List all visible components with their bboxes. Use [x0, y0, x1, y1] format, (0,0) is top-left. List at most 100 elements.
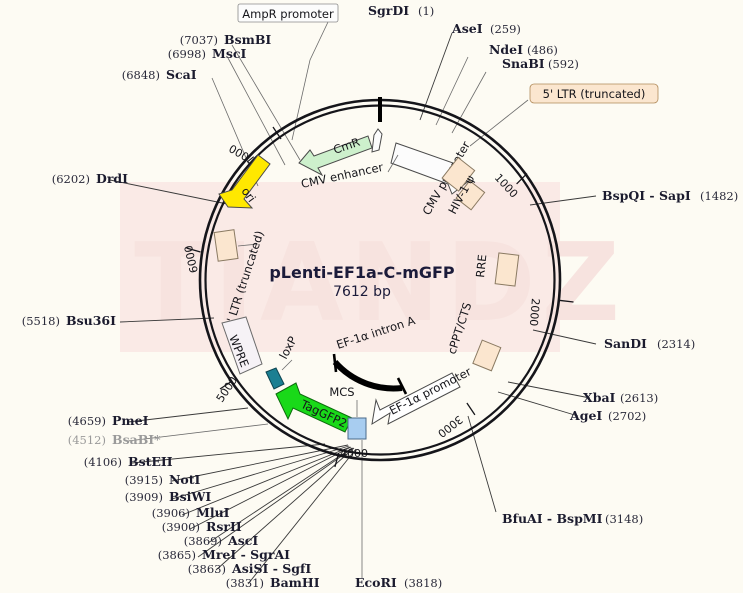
boxed-label-ampr-promoter: AmpR promoter [237, 3, 339, 23]
site-name: NotI [169, 472, 201, 487]
site-position: (3831) [226, 576, 264, 590]
site-name: BamHI [270, 575, 320, 590]
feature-label-mcs: MCS [329, 385, 354, 399]
tick-label: 2000 [527, 298, 542, 327]
site-name: SanDI [604, 336, 647, 351]
site-position: (4659) [68, 414, 106, 428]
feature-cmr: CmR [298, 135, 373, 177]
site-asisi-sgfi[interactable]: (3863) AsiSI - SgfI [188, 561, 312, 576]
site-name: SgrDI [368, 3, 409, 18]
site-asci[interactable]: (3869) AscI [184, 533, 259, 548]
site-name: BspQI - SapI [602, 188, 691, 203]
site-bstell[interactable]: (4106) BstEII [84, 454, 173, 469]
site-name: MluI [196, 505, 230, 520]
site-position: (4512) [68, 433, 106, 447]
site-snabi[interactable]: SnaBI (592) [502, 56, 579, 71]
site-name: PmeI [112, 413, 149, 428]
site-position: (5518) [22, 314, 60, 328]
site-name: AseI [451, 21, 483, 36]
site-msci[interactable]: (6998) MscI [168, 46, 247, 61]
site-position: (2613) [620, 391, 658, 405]
site-ecori[interactable]: EcoRI (3818) [355, 575, 442, 590]
site-position: (3915) [125, 473, 163, 487]
boxed-label-text: 5' LTR (truncated) [543, 87, 646, 101]
site-name: XbaI [583, 390, 616, 405]
site-position: (259) [490, 22, 521, 36]
site-name: BsiWI [169, 489, 211, 504]
site-bsiwi[interactable]: (3909) BsiWI [125, 489, 212, 504]
site-name: SnaBI [502, 56, 545, 71]
site-sandi[interactable]: SanDI (2314) [604, 336, 695, 351]
site-position: (6202) [52, 172, 90, 186]
site-name: RsrII [206, 519, 242, 534]
site-position: (6848) [122, 68, 160, 82]
site-name: EcoRI [355, 575, 397, 590]
page-title: pLenti-EF1a-C-mGFP [269, 263, 455, 282]
boxed-label-text: AmpR promoter [242, 7, 334, 21]
feature-ori: ori [218, 154, 271, 209]
site-name: NdeI [489, 42, 523, 57]
tick-2000: 2000 [527, 298, 574, 327]
site-name: AgeI [569, 408, 602, 423]
site-name: AsiSI - SgfI [231, 561, 311, 576]
site-position: (3865) [158, 548, 196, 562]
site-pmei[interactable]: (4659) PmeI [68, 413, 149, 428]
site-name: BsmBI [224, 32, 271, 47]
site-xbai[interactable]: XbaI (2613) [583, 390, 658, 405]
site-sgrdi[interactable]: SgrDI (1) [368, 3, 434, 18]
site-position: (3900) [162, 520, 200, 534]
site-group-bottom: (3915) NotI (3909) BsiWI (3906) MluI (39… [125, 472, 443, 590]
site-group-top-left: (7037) BsmBI (6998) MscI (6848) ScaI [122, 32, 272, 82]
site-group-left: (6202) DrdI (5518) Bsu36I (4659) PmeI (4… [22, 171, 173, 469]
feature-wpre: WPRE [221, 316, 263, 375]
site-name: BsaBI* [112, 432, 161, 447]
site-name: BstEII [128, 454, 173, 469]
site-agei[interactable]: AgeI (2702) [569, 408, 646, 423]
site-group-right: BspQI - SapI (1482) SanDI (2314) XbaI (2… [502, 188, 738, 526]
site-position: (7037) [180, 33, 218, 47]
site-group-top-right: SgrDI (1) AseI (259) NdeI (486) SnaBI (5… [368, 3, 579, 71]
site-name: BfuAI - BspMI [502, 511, 603, 526]
site-name: MreI - SgrAI [202, 547, 290, 562]
site-position: (486) [527, 43, 558, 57]
site-position: (1482) [700, 189, 738, 203]
site-ndei[interactable]: NdeI (486) [489, 42, 558, 57]
feature-ampr-promoter [371, 128, 383, 153]
boxed-label-5ltr: 5' LTR (truncated) [529, 83, 659, 104]
site-position: (4106) [84, 455, 122, 469]
site-name: AscI [227, 533, 258, 548]
site-position: (3863) [188, 562, 226, 576]
site-mrei-sgrai[interactable]: (3865) MreI - SgrAI [158, 547, 290, 562]
tick-label: 3000 [435, 413, 465, 440]
site-mlui[interactable]: (3906) MluI [152, 505, 230, 520]
site-scai[interactable]: (6848) ScaI [122, 67, 197, 82]
site-bsmbi[interactable]: (7037) BsmBI [180, 32, 272, 47]
feature-rre: RRE [473, 252, 520, 287]
site-bsu36i[interactable]: (5518) Bsu36I [22, 313, 116, 328]
site-position: (1) [418, 4, 434, 18]
site-position: (3148) [605, 512, 643, 526]
leader-lines [109, 21, 597, 585]
site-bfuai-bspmi[interactable]: BfuAI - BspMI (3148) [502, 511, 643, 526]
site-name: DrdI [96, 171, 128, 186]
site-rsrii[interactable]: (3900) RsrII [162, 519, 242, 534]
site-position: (6998) [168, 47, 206, 61]
feature-mcs: MCS [329, 385, 367, 440]
site-noti[interactable]: (3915) NotI [125, 472, 201, 487]
plasmid-title-group: pLenti-EF1a-C-mGFP 7612 bp [269, 263, 455, 300]
site-position: (3818) [404, 576, 442, 590]
site-bamhi[interactable]: (3831) BamHI [226, 575, 320, 590]
site-position: (3869) [184, 534, 222, 548]
plasmid-size: 7612 bp [333, 284, 391, 300]
site-position: (2314) [657, 337, 695, 351]
tick-label: 6000 [182, 244, 201, 274]
site-name: ScaI [166, 67, 197, 82]
tick-label: 4000 [340, 447, 368, 460]
site-drdi[interactable]: (6202) DrdI [52, 171, 128, 186]
site-bspqi-sapi[interactable]: BspQI - SapI (1482) [602, 188, 738, 203]
site-bsabi[interactable]: (4512) BsaBI* [68, 432, 161, 447]
site-asei[interactable]: AseI (259) [451, 21, 521, 36]
site-position: (592) [548, 57, 579, 71]
feature-label-rre: RRE [473, 254, 489, 279]
